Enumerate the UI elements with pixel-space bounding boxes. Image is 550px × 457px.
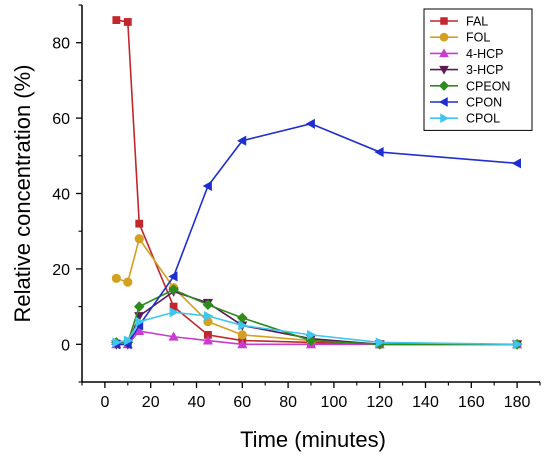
data-point-cpol <box>123 335 134 346</box>
data-point-cpol <box>204 310 214 322</box>
x-tick-label: 120 <box>366 394 393 411</box>
legend-swatch-marker <box>438 97 448 107</box>
x-tick-label: 140 <box>412 394 439 411</box>
data-point-cpon <box>511 158 522 169</box>
legend-swatch-marker <box>439 65 449 75</box>
y-tick-label: 80 <box>52 36 70 53</box>
data-point-fal <box>123 18 132 26</box>
data-point-fol <box>111 273 121 283</box>
x-tick-label: 160 <box>458 394 485 411</box>
legend-item-fol: FOL <box>430 31 490 45</box>
data-point-cpol <box>169 307 179 318</box>
data-point-4-hcp <box>168 331 179 341</box>
x-tick-label: 20 <box>142 394 160 411</box>
y-tick-label: 0 <box>61 337 70 354</box>
data-point-cpol <box>238 320 248 331</box>
legend-label: 4-HCP <box>466 47 504 61</box>
legend-swatch-marker <box>438 80 450 91</box>
data-point-cpeon <box>133 301 145 312</box>
legend: FAL FOL 4-HCP 3-HCP CPEON CPON CPOL <box>423 8 533 131</box>
data-point-cpol <box>112 337 122 348</box>
data-point-fol <box>237 330 247 340</box>
legend-item-fal: FAL <box>430 15 488 29</box>
data-point-cpon <box>237 135 247 146</box>
x-axis-title: Time (minutes) <box>240 427 386 452</box>
data-point-4-hcp <box>134 325 145 336</box>
legend-label: FOL <box>466 31 490 45</box>
legend-label: FAL <box>466 15 488 29</box>
x-tick-label: 60 <box>233 394 251 411</box>
x-tick-label: 80 <box>279 394 297 411</box>
data-point-cpon <box>168 271 178 282</box>
legend-swatch-marker <box>439 32 449 42</box>
y-tick-label: 60 <box>52 111 70 128</box>
legend-label: CPEON <box>466 79 510 93</box>
data-point-cpol <box>513 339 523 350</box>
data-point-fol <box>123 277 133 287</box>
x-tick-label: 0 <box>100 394 109 411</box>
legend-item-3-hcp: 3-HCP <box>430 63 504 77</box>
data-point-cpeon <box>237 312 248 324</box>
data-point-fol <box>134 234 144 244</box>
legend-swatch-marker <box>440 17 448 25</box>
y-tick-label: 40 <box>52 187 70 204</box>
series-layer <box>111 16 523 350</box>
x-tick-label: 40 <box>188 394 206 411</box>
legend-item-cpol: CPOL <box>430 112 500 126</box>
legend-label: CPON <box>466 96 502 110</box>
data-point-fal <box>204 330 212 339</box>
y-tick-label: 20 <box>52 262 70 279</box>
data-point-cpon <box>202 180 212 192</box>
x-tick-label: 100 <box>321 394 348 411</box>
legend-item-cpeon: CPEON <box>430 79 510 93</box>
series-cpol <box>112 307 523 350</box>
data-point-cpol <box>375 337 385 348</box>
legend-swatch-marker <box>440 113 450 124</box>
legend-box <box>423 8 533 131</box>
data-point-cpol <box>307 329 317 340</box>
data-point-cpon <box>305 118 315 129</box>
legend-label: 3-HCP <box>466 63 504 77</box>
data-point-cpeon <box>202 299 214 311</box>
data-point-fal <box>135 219 144 228</box>
legend-item-cpon: CPON <box>430 96 502 110</box>
data-point-4-hcp <box>202 335 214 345</box>
data-point-fal <box>169 302 178 311</box>
legend-item-4-hcp: 4-HCP <box>430 47 504 61</box>
y-axis-title: Relative concentration (%) <box>10 64 35 322</box>
axes: 0 20 40 60 80 100 120 140 160 180 0 20 40 60 80 Time (m… <box>10 4 541 452</box>
data-point-4-hcp <box>237 339 248 349</box>
legend-label: CPOL <box>466 112 500 126</box>
legend-swatch-marker <box>439 48 449 58</box>
x-tick-label: 180 <box>504 394 531 411</box>
data-point-cpeon <box>168 284 179 295</box>
data-point-fal <box>112 16 121 24</box>
data-point-cpol <box>135 316 145 327</box>
data-point-cpon <box>374 146 384 158</box>
